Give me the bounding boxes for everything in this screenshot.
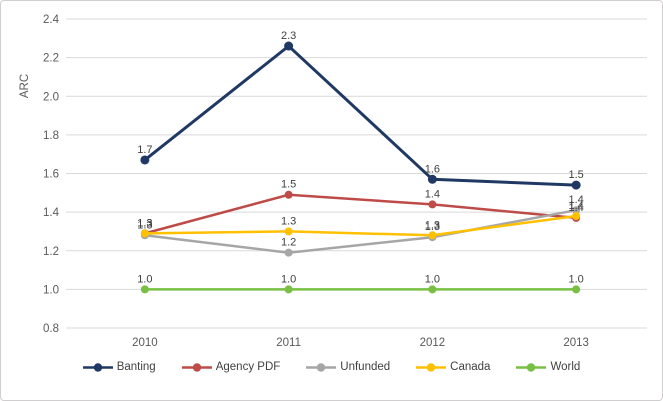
- x-tick-label: 2013: [563, 337, 589, 349]
- data-point-world: [140, 285, 149, 294]
- data-label-world: 1.0: [137, 273, 152, 285]
- data-label-unfunded: 1.3: [425, 221, 440, 233]
- data-point-world: [572, 285, 581, 294]
- data-label-unfunded: 1.4: [568, 194, 583, 206]
- data-label-banting: 2.3: [281, 30, 296, 42]
- data-label-world: 1.0: [425, 273, 440, 285]
- chart-legend: Banting Agency PDF Unfunded Canada World: [1, 361, 662, 373]
- data-point-agency-pdf: [428, 200, 437, 209]
- data-label-world: 1.0: [568, 273, 583, 285]
- y-tick-label: 2.4: [43, 14, 60, 26]
- legend-item-unfunded: Unfunded: [306, 361, 390, 373]
- legend-label-agency-pdf: Agency PDF: [215, 361, 281, 373]
- legend-label-world: World: [550, 361, 581, 373]
- y-tick-label: 2.2: [43, 53, 59, 65]
- data-point-banting: [140, 155, 150, 165]
- legend-item-banting: Banting: [82, 361, 156, 373]
- legend-item-world: World: [516, 361, 580, 373]
- legend-item-agency-pdf: Agency PDF: [181, 361, 281, 373]
- data-point-world: [428, 285, 437, 294]
- y-tick-label: 1.0: [43, 284, 59, 296]
- data-label-banting: 1.7: [137, 144, 152, 156]
- legend-marker-unfunded-icon: [306, 362, 337, 372]
- data-label-canada: 1.3: [137, 217, 152, 229]
- y-tick-label: 1.2: [43, 246, 59, 258]
- data-point-banting: [284, 41, 294, 51]
- data-label-agency-pdf: 1.5: [281, 179, 296, 191]
- data-point-agency-pdf: [284, 190, 293, 199]
- y-tick-label: 1.6: [43, 169, 59, 181]
- data-label-banting: 1.5: [568, 169, 583, 181]
- series-line-canada: [143, 214, 578, 237]
- data-label-canada: 1.3: [281, 215, 296, 227]
- data-point-canada: [284, 227, 293, 236]
- y-tick-label: 1.8: [43, 130, 59, 142]
- x-tick-label: 2010: [132, 337, 158, 349]
- y-tick-label: 2.0: [43, 91, 59, 103]
- legend-item-canada: Canada: [416, 361, 490, 373]
- legend-label-canada: Canada: [450, 361, 491, 373]
- data-label-agency-pdf: 1.3: [137, 217, 152, 229]
- x-tick-label: 2011: [276, 337, 301, 349]
- data-point-unfunded: [284, 248, 293, 257]
- legend-marker-world-icon: [516, 362, 547, 372]
- data-point-canada: [572, 211, 581, 220]
- x-tick-label: 2012: [420, 337, 446, 349]
- legend-label-unfunded: Unfunded: [340, 361, 391, 373]
- data-label-canada: 1.3: [425, 219, 440, 231]
- data-label-canada: 1.4: [568, 200, 583, 212]
- data-label-unfunded: 1.2: [281, 237, 296, 249]
- data-label-world: 1.0: [281, 273, 296, 285]
- data-point-canada: [428, 231, 437, 240]
- data-label-agency-pdf: 1.4: [568, 202, 583, 214]
- data-point-canada: [140, 229, 149, 238]
- data-label-agency-pdf: 1.4: [425, 188, 440, 200]
- series-line-agency-pdf: [143, 193, 578, 235]
- y-tick-label: 0.8: [43, 323, 59, 335]
- series-line-unfunded: [143, 208, 578, 254]
- data-label-banting: 1.6: [425, 163, 440, 175]
- y-tick-label: 1.4: [43, 207, 60, 219]
- data-point-banting: [427, 174, 437, 184]
- y-axis-title: ARC: [19, 74, 31, 98]
- legend-marker-agency-pdf-icon: [181, 362, 212, 372]
- data-point-banting: [571, 180, 581, 190]
- data-label-unfunded: 1.3: [137, 219, 152, 231]
- data-point-unfunded: [572, 206, 581, 215]
- legend-label-banting: Banting: [116, 361, 156, 373]
- legend-marker-canada-icon: [416, 362, 447, 372]
- line-chart-plot-area: 0.8 1.0 1.2 1.4 1.6 1.8 2.0 2.2 2.4 ARC 2010 2011 20…: [19, 14, 647, 349]
- series-line-banting: [143, 44, 578, 187]
- legend-marker-banting-icon: [82, 362, 113, 372]
- data-point-world: [284, 285, 293, 294]
